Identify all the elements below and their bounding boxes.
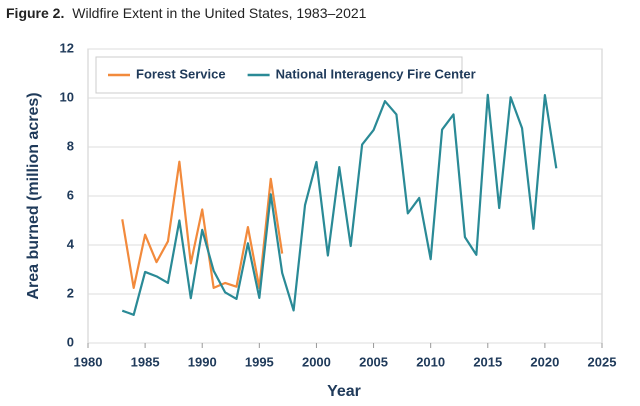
x-tick-label: 2000 bbox=[302, 354, 331, 369]
y-tick-label: 4 bbox=[67, 236, 75, 251]
x-axis-label: Year bbox=[327, 383, 361, 400]
x-tick-label: 2010 bbox=[416, 354, 445, 369]
x-tick-label: 2005 bbox=[359, 354, 388, 369]
y-tick-label: 0 bbox=[67, 334, 74, 349]
y-tick-label: 6 bbox=[67, 187, 74, 202]
legend-box bbox=[95, 56, 463, 94]
legend-label: Forest Service bbox=[136, 66, 226, 81]
y-tick-label: 8 bbox=[67, 138, 74, 153]
chart-title: Figure 2. Wildfire Extent in the United … bbox=[6, 5, 367, 21]
x-tick-label: 2015 bbox=[473, 354, 502, 369]
x-tick-label: 1980 bbox=[74, 354, 103, 369]
y-axis-label: Area burned (million acres) bbox=[25, 92, 42, 299]
y-tick-label: 10 bbox=[60, 89, 74, 104]
y-tick-label: 12 bbox=[60, 40, 74, 55]
legend-label: National Interagency Fire Center bbox=[276, 66, 476, 81]
series-line bbox=[121, 93, 558, 316]
series-line bbox=[121, 160, 284, 289]
x-tick-label: 1985 bbox=[131, 354, 160, 369]
x-tick-label: 2020 bbox=[530, 354, 559, 369]
x-tick-label: 1990 bbox=[188, 354, 217, 369]
legend: Forest Service National Interagency Fire … bbox=[95, 56, 476, 94]
title-text: Wildfire Extent in the United States, 19… bbox=[72, 5, 366, 21]
y-tick-label: 2 bbox=[67, 285, 74, 300]
x-tick-label: 1995 bbox=[245, 354, 274, 369]
x-tick-label: 2025 bbox=[588, 354, 617, 369]
figure-label: Figure 2. bbox=[6, 5, 64, 21]
